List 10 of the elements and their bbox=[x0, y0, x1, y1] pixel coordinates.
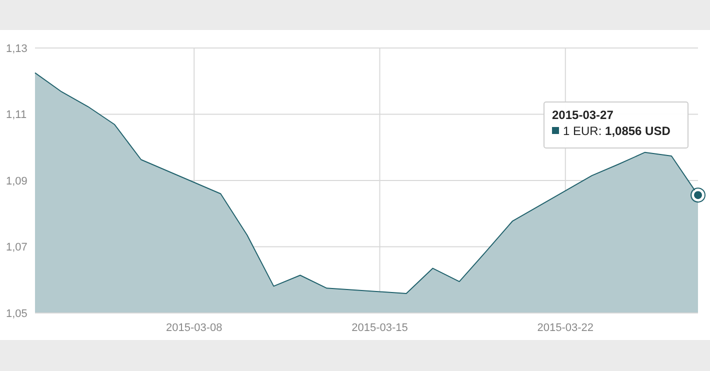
x-tick-label: 2015-03-15 bbox=[352, 322, 408, 334]
annotation: 2015-03-27 bbox=[552, 108, 614, 122]
x-tick-label: 2015-03-08 bbox=[166, 322, 222, 334]
y-tick-label: 1,05 bbox=[6, 308, 28, 320]
annotation: 1 EUR: 1,0856 USD bbox=[563, 124, 671, 138]
y-tick-label: 1,07 bbox=[6, 242, 28, 254]
x-tick-label: 2015-03-22 bbox=[537, 322, 594, 334]
y-tick-label: 1,09 bbox=[6, 175, 28, 188]
y-tick-label: 1,11 bbox=[6, 109, 27, 122]
y-tick-label: 1,13 bbox=[6, 42, 28, 55]
